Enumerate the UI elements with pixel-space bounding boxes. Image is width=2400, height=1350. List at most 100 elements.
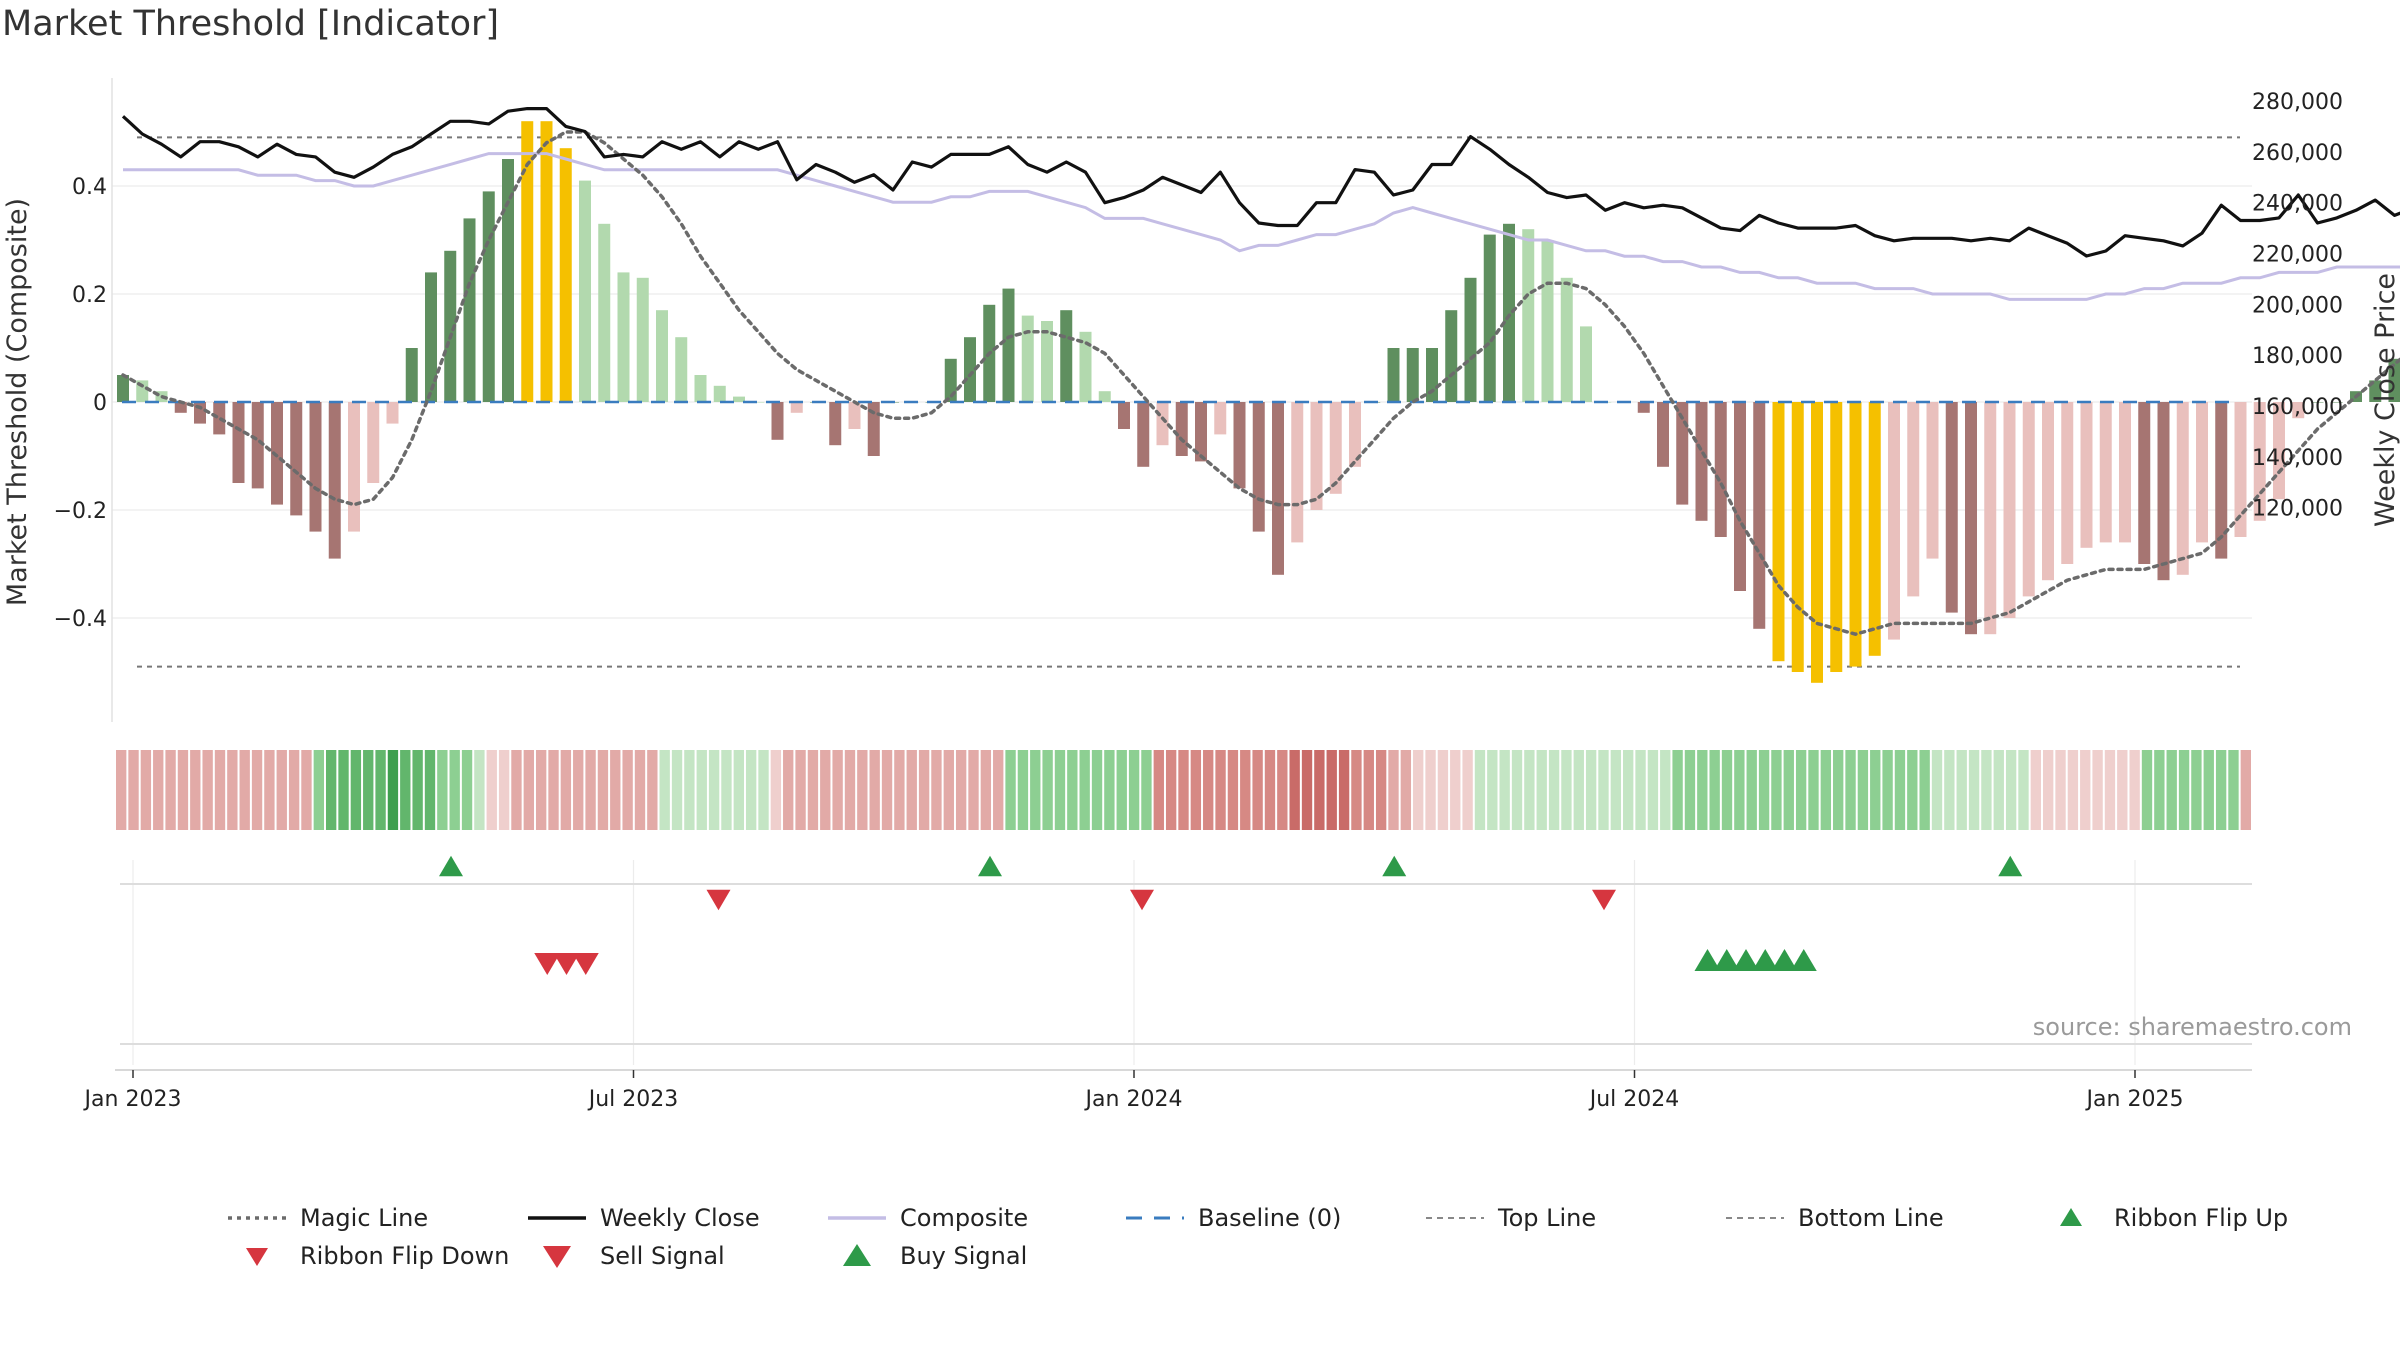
buy-signal-marker bbox=[1733, 948, 1759, 972]
legend-label: Ribbon Flip Up bbox=[2114, 1204, 2288, 1232]
ribbon-cell bbox=[1252, 750, 1263, 830]
composite-bar bbox=[1657, 402, 1669, 467]
composite-bar bbox=[1791, 402, 1804, 672]
ribbon-cell bbox=[1054, 750, 1066, 830]
composite-bar bbox=[1464, 277, 1477, 402]
ribbon-cell bbox=[622, 750, 633, 830]
ribbon-cell bbox=[1017, 750, 1029, 830]
composite-bar bbox=[367, 402, 380, 483]
ribbon-cell bbox=[1598, 750, 1609, 830]
ribbon-cell bbox=[1894, 750, 1906, 830]
ribbon-cell bbox=[980, 750, 992, 830]
composite-bar bbox=[1002, 288, 1015, 402]
ribbon-cell bbox=[918, 750, 930, 830]
composite-bar bbox=[117, 375, 129, 402]
ribbon-cell bbox=[1524, 750, 1535, 830]
composite-bar bbox=[1541, 240, 1554, 402]
ribbon-cell bbox=[560, 750, 572, 830]
composite-bar bbox=[309, 402, 322, 532]
buy-signal-marker bbox=[1790, 948, 1817, 972]
composite-bar bbox=[1387, 348, 1400, 402]
ribbon-cell bbox=[1931, 750, 1943, 830]
ribbon-cell bbox=[486, 750, 497, 830]
x-tick-label: Jul 2023 bbox=[587, 1087, 679, 1112]
composite-bar bbox=[1060, 310, 1073, 402]
composite-bar bbox=[1926, 402, 1939, 559]
ribbon-cell bbox=[1203, 750, 1214, 830]
composite-bar bbox=[1984, 402, 1997, 635]
ribbon-cell bbox=[1338, 750, 1350, 830]
ribbon-cell bbox=[288, 750, 300, 830]
composite-bar bbox=[1503, 223, 1515, 402]
composite-bar bbox=[232, 402, 245, 483]
composite-bar bbox=[444, 250, 457, 402]
composite-bar bbox=[733, 396, 745, 402]
ribbon-cell bbox=[1314, 750, 1325, 830]
ribbon-cell bbox=[1264, 750, 1276, 830]
composite-bar bbox=[1233, 402, 1246, 489]
sell-signal-marker bbox=[534, 952, 561, 976]
composite-bar bbox=[2080, 402, 2093, 548]
ribbon-cell bbox=[325, 750, 337, 830]
composite-bar bbox=[1637, 402, 1650, 413]
ribbon-cell bbox=[2228, 750, 2239, 830]
ribbon-cell bbox=[906, 750, 917, 830]
composite-bar bbox=[1676, 402, 1689, 505]
ribbon-cell bbox=[1771, 750, 1782, 830]
ribbon-cell bbox=[1116, 750, 1127, 830]
legend-label: Composite bbox=[900, 1204, 1028, 1232]
ribbon-cell bbox=[1684, 750, 1696, 830]
ribbon-flip-up-marker bbox=[439, 855, 463, 877]
composite-bar bbox=[213, 402, 226, 435]
ribbon-cell bbox=[1277, 750, 1288, 830]
ribbon-cell bbox=[733, 750, 744, 830]
composite-bar bbox=[1310, 402, 1323, 510]
ribbon-cell bbox=[474, 750, 485, 830]
composite-bar bbox=[1021, 315, 1034, 402]
ribbon-cell bbox=[251, 750, 263, 830]
composite-bar bbox=[1426, 348, 1438, 402]
composite-bar bbox=[1753, 402, 1766, 629]
ribbon-cell bbox=[2203, 750, 2214, 830]
ribbon-cell bbox=[745, 750, 757, 830]
ribbon-cell bbox=[535, 750, 547, 830]
composite-bar bbox=[1868, 402, 1881, 656]
ribbon-flip-down-marker bbox=[1592, 889, 1616, 911]
chart-title: Market Threshold [Indicator] bbox=[2, 4, 500, 44]
ribbon-cell bbox=[832, 750, 843, 830]
sell-signal-marker bbox=[553, 952, 580, 976]
ribbon-cell bbox=[1005, 750, 1016, 830]
ribbon-cell bbox=[844, 750, 856, 830]
ribbon-cell bbox=[116, 750, 127, 830]
ribbon-cell bbox=[1487, 750, 1498, 830]
composite-bar bbox=[964, 337, 976, 402]
ribbon-cell bbox=[548, 750, 559, 830]
ribbon-cell bbox=[1240, 750, 1251, 830]
ribbon-cell bbox=[1561, 750, 1572, 830]
ribbon-cell bbox=[1734, 750, 1745, 830]
legend-label: Buy Signal bbox=[900, 1242, 1027, 1270]
ribbon-cell bbox=[2092, 750, 2103, 830]
composite-bar bbox=[1406, 348, 1419, 402]
ribbon-cell bbox=[1141, 750, 1152, 830]
composite-bar bbox=[386, 402, 399, 424]
ribbon-cell bbox=[1882, 750, 1893, 830]
composite-bar bbox=[1945, 402, 1958, 613]
ribbon-cell bbox=[1746, 750, 1757, 830]
ribbon-cell bbox=[424, 750, 436, 830]
composite-bar bbox=[2369, 380, 2382, 402]
ribbon-cell bbox=[523, 750, 534, 830]
composite-bar bbox=[1329, 402, 1342, 494]
ribbon-cell bbox=[1351, 750, 1362, 830]
composite-bars bbox=[117, 121, 2400, 683]
ribbon-cell bbox=[955, 750, 967, 830]
ribbon-cell bbox=[1660, 750, 1671, 830]
ribbon-cell bbox=[2178, 750, 2190, 830]
composite-bar bbox=[348, 402, 360, 532]
composite-bar bbox=[2042, 402, 2054, 581]
right-tick-label: 240,000 bbox=[2252, 192, 2343, 217]
right-tick-label: 120,000 bbox=[2252, 497, 2343, 522]
ribbon-cell bbox=[511, 750, 522, 830]
ribbon-cell bbox=[1672, 750, 1683, 830]
